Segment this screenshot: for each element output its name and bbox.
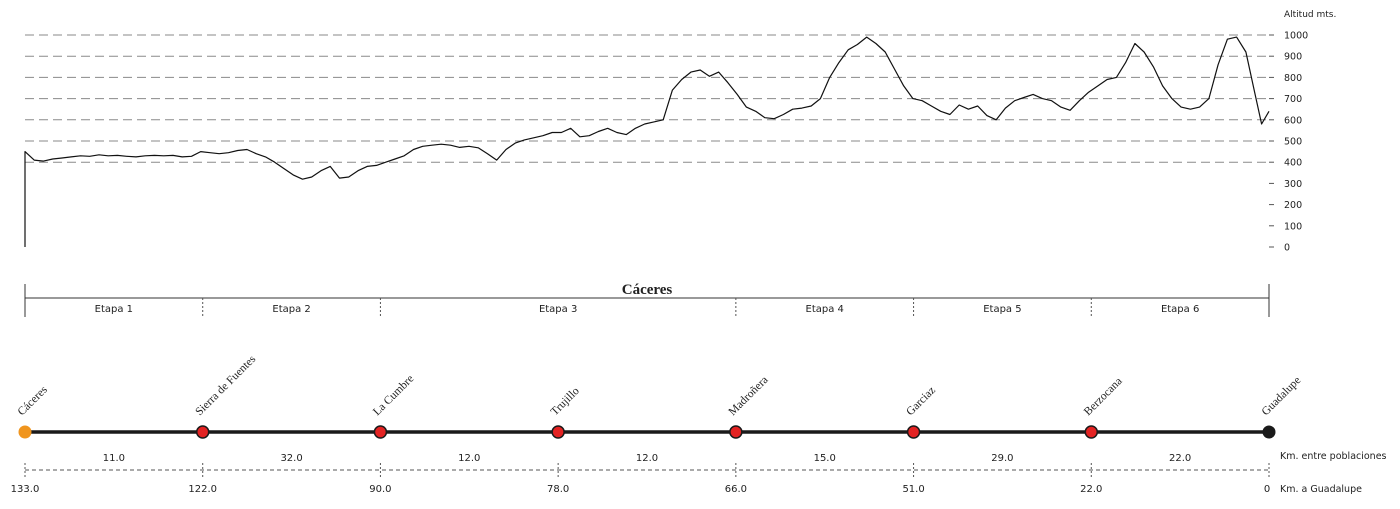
town-marker-5: [729, 425, 743, 439]
y-axis-label: Altitud mts.: [1284, 10, 1336, 20]
km-to-end-2: 122.0: [188, 484, 217, 495]
town-label-6: Garciaz: [904, 384, 938, 418]
y-tick-label-400: 400: [1284, 158, 1302, 169]
label-between-towns: Km. entre poblaciones: [1280, 451, 1387, 462]
stages-band: Cáceres Etapa 1 Etapa 2 Etapa 3 Etapa 4 Etapa…: [24, 282, 1270, 317]
elevation-series-line: [24, 36, 1270, 247]
segment-km-3: 12.0: [458, 453, 480, 464]
y-tick-label-700: 700: [1284, 94, 1302, 105]
segment-km-1: 11.0: [103, 453, 125, 464]
y-tick-label-500: 500: [1284, 137, 1302, 148]
town-label-5: Madroñera: [726, 374, 770, 418]
town-marker-6: [906, 425, 921, 439]
y-tick-label-800: 800: [1284, 73, 1302, 84]
stage-label-3: Etapa 3: [539, 304, 577, 315]
y-tick-label-0: 0: [1284, 243, 1290, 254]
km-to-end-8: 0: [1264, 484, 1270, 495]
stage-label-2: Etapa 2: [272, 304, 310, 315]
km-to-end-4: 78.0: [547, 484, 569, 495]
km-to-end-7: 22.0: [1080, 484, 1102, 495]
y-tick-label-100: 100: [1284, 221, 1302, 232]
label-to-end: Km. a Guadalupe: [1280, 484, 1362, 495]
km-to-end-3: 90.0: [369, 484, 391, 495]
altitude-grid: [25, 34, 1270, 163]
y-tick-label-900: 900: [1284, 52, 1302, 63]
town-marker-2: [195, 425, 210, 439]
town-marker-1: [18, 425, 32, 439]
town-label-7: Berzocana: [1082, 375, 1125, 418]
town-marker-7: [1084, 425, 1099, 439]
stage-label-5: Etapa 5: [983, 304, 1021, 315]
segment-km-2: 32.0: [280, 453, 302, 464]
km-to-end-5: 66.0: [725, 484, 747, 495]
town-label-1: Cáceres: [16, 384, 51, 419]
segment-km-6: 29.0: [991, 453, 1013, 464]
km-to-end-1: 133.0: [11, 484, 40, 495]
town-label-4: Trujillo: [549, 385, 582, 418]
segment-km-7: 22.0: [1169, 453, 1191, 464]
town-label-3: La Cumbre: [371, 373, 416, 418]
stage-label-1: Etapa 1: [95, 304, 133, 315]
towns-line: Cáceres Sierra de Fuentes La Cumbre Trujill…: [16, 353, 1304, 439]
y-tick-label-600: 600: [1284, 115, 1302, 126]
km-to-end-6: 51.0: [902, 484, 924, 495]
segment-km-4: 12.0: [636, 453, 658, 464]
town-marker-4: [551, 425, 565, 439]
town-marker-8: [1262, 425, 1276, 439]
y-tick-label-1000: 1000: [1284, 31, 1308, 42]
stage-label-4: Etapa 4: [806, 304, 844, 315]
town-label-2: Sierra de Fuentes: [193, 353, 258, 418]
town-marker-3: [373, 425, 388, 439]
stages-title: Cáceres: [622, 282, 673, 298]
distance-rows: 11.0 32.0 12.0 12.0 15.0 29.0 22.0 133.0 122.0 90…: [11, 451, 1387, 495]
altitude-axis: Altitud mts.1000900800700600500400300200…: [1269, 10, 1336, 254]
y-tick-label-200: 200: [1284, 200, 1302, 211]
town-label-8: Guadalupe: [1260, 374, 1304, 418]
y-tick-label-300: 300: [1284, 179, 1302, 190]
elevation-profile: [24, 36, 1270, 247]
segment-km-5: 15.0: [814, 453, 836, 464]
stage-label-6: Etapa 6: [1161, 304, 1199, 315]
